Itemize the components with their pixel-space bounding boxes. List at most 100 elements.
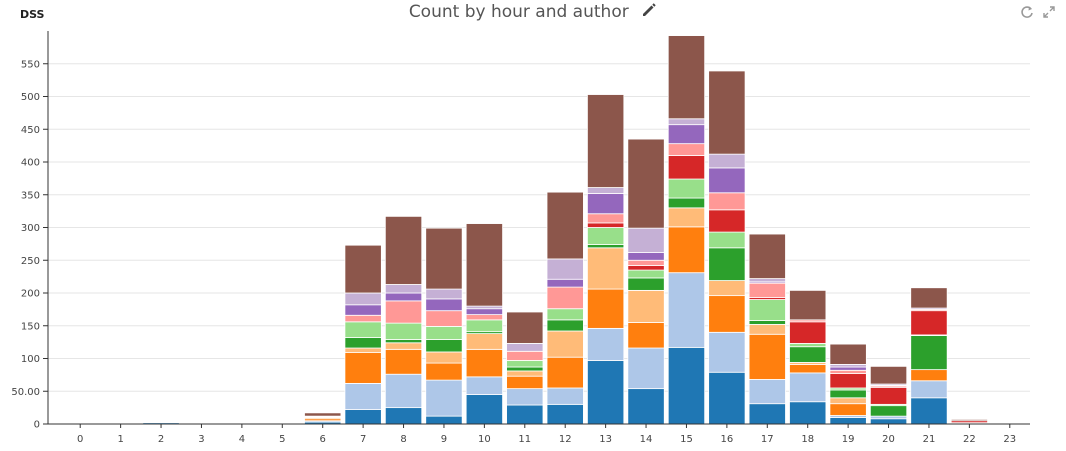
- bar-segment[interactable]: [546, 403, 584, 425]
- bar-segment[interactable]: [344, 347, 382, 354]
- bar-segment[interactable]: [506, 404, 544, 425]
- bar-segment[interactable]: [708, 295, 746, 333]
- bar-segment[interactable]: [384, 215, 423, 285]
- bar-segment[interactable]: [587, 327, 625, 361]
- bar-segment[interactable]: [748, 299, 786, 321]
- bar-segment[interactable]: [910, 397, 948, 425]
- bar-segment[interactable]: [384, 300, 423, 324]
- bar-segment[interactable]: [587, 213, 625, 224]
- bar-segment[interactable]: [627, 138, 665, 229]
- bar-segment[interactable]: [748, 403, 786, 425]
- bar-segment[interactable]: [384, 407, 423, 425]
- bar-segment[interactable]: [829, 403, 867, 416]
- bar-segment[interactable]: [627, 269, 665, 279]
- bar-segment[interactable]: [344, 337, 382, 349]
- bar-segment[interactable]: [667, 178, 706, 199]
- bar-segment[interactable]: [546, 308, 584, 321]
- bar-segment[interactable]: [506, 370, 544, 377]
- bar-segment[interactable]: [708, 231, 746, 249]
- bar-segment[interactable]: [425, 379, 463, 417]
- bar-segment[interactable]: [384, 292, 423, 302]
- bar-segment[interactable]: [627, 277, 665, 291]
- bar-segment[interactable]: [708, 280, 746, 297]
- bar-segment[interactable]: [667, 143, 706, 156]
- bar-segment[interactable]: [425, 351, 463, 364]
- bar-segment[interactable]: [627, 289, 665, 323]
- bar-segment[interactable]: [546, 278, 584, 288]
- bar-segment[interactable]: [384, 348, 423, 375]
- bar-segment[interactable]: [829, 373, 867, 389]
- expand-icon[interactable]: [1042, 5, 1056, 24]
- bar-segment[interactable]: [546, 191, 584, 260]
- bar-segment[interactable]: [465, 308, 503, 316]
- bar-segment[interactable]: [344, 304, 382, 316]
- bar-segment[interactable]: [708, 209, 746, 233]
- bar-segment[interactable]: [667, 35, 706, 120]
- bar-segment[interactable]: [667, 155, 706, 180]
- bar-segment[interactable]: [627, 347, 665, 390]
- bar-segment[interactable]: [506, 388, 544, 406]
- bar-segment[interactable]: [910, 310, 948, 336]
- bar-segment[interactable]: [869, 386, 908, 405]
- bar-segment[interactable]: [910, 287, 948, 309]
- pencil-icon[interactable]: [641, 2, 657, 23]
- bar-segment[interactable]: [667, 207, 706, 228]
- bar-segment[interactable]: [789, 401, 827, 425]
- bar-segment[interactable]: [465, 333, 503, 350]
- bar-segment[interactable]: [708, 153, 746, 169]
- bar-segment[interactable]: [61, 421, 99, 424]
- bar-segment[interactable]: [667, 226, 706, 274]
- bar-segment[interactable]: [546, 319, 584, 332]
- bar-segment[interactable]: [587, 222, 625, 228]
- bar-segment[interactable]: [587, 360, 625, 425]
- bar-segment[interactable]: [910, 369, 948, 382]
- bar-segment[interactable]: [384, 373, 423, 409]
- bar-segment[interactable]: [748, 324, 786, 335]
- bar-segment[interactable]: [910, 335, 948, 371]
- bar-segment[interactable]: [627, 388, 665, 425]
- bar-segment[interactable]: [506, 375, 544, 390]
- bar-segment[interactable]: [869, 418, 908, 425]
- bar-segment[interactable]: [829, 343, 867, 365]
- bar-segment[interactable]: [829, 397, 867, 405]
- bar-segment[interactable]: [910, 380, 948, 399]
- bar-segment[interactable]: [748, 233, 786, 279]
- bar-segment[interactable]: [344, 382, 382, 410]
- bar-segment[interactable]: [344, 352, 382, 384]
- bar-segment[interactable]: [748, 379, 786, 405]
- bar-segment[interactable]: [587, 193, 625, 215]
- bar-segment[interactable]: [627, 322, 665, 349]
- bar-segment[interactable]: [829, 417, 867, 425]
- bar-segment[interactable]: [829, 369, 867, 374]
- bar-segment[interactable]: [506, 343, 544, 352]
- bar-segment[interactable]: [667, 346, 706, 425]
- bar-segment[interactable]: [465, 376, 503, 395]
- bar-segment[interactable]: [789, 346, 827, 363]
- bar-segment[interactable]: [344, 409, 382, 425]
- bar-segment[interactable]: [708, 331, 746, 373]
- bar-segment[interactable]: [587, 227, 625, 245]
- bar-segment[interactable]: [384, 284, 423, 294]
- bar-segment[interactable]: [829, 366, 867, 371]
- bar-segment[interactable]: [829, 389, 867, 399]
- bar-segment[interactable]: [465, 394, 503, 425]
- bar-segment[interactable]: [869, 405, 908, 417]
- bar-segment[interactable]: [506, 311, 544, 344]
- bar-segment[interactable]: [425, 415, 463, 425]
- bar-segment[interactable]: [344, 321, 382, 338]
- bar-segment[interactable]: [667, 118, 706, 126]
- bar-segment[interactable]: [506, 366, 544, 372]
- bar-segment[interactable]: [667, 272, 706, 348]
- bar-segment[interactable]: [425, 310, 463, 327]
- bar-segment[interactable]: [465, 314, 503, 321]
- bar-segment[interactable]: [748, 333, 786, 380]
- bar-segment[interactable]: [789, 343, 827, 348]
- bar-segment[interactable]: [789, 372, 827, 403]
- bar-segment[interactable]: [425, 298, 463, 312]
- bar-segment[interactable]: [506, 360, 544, 368]
- bar-segment[interactable]: [142, 421, 180, 424]
- bar-segment[interactable]: [869, 365, 908, 385]
- bar-segment[interactable]: [587, 288, 625, 329]
- bar-segment[interactable]: [344, 292, 382, 306]
- bar-segment[interactable]: [465, 223, 503, 307]
